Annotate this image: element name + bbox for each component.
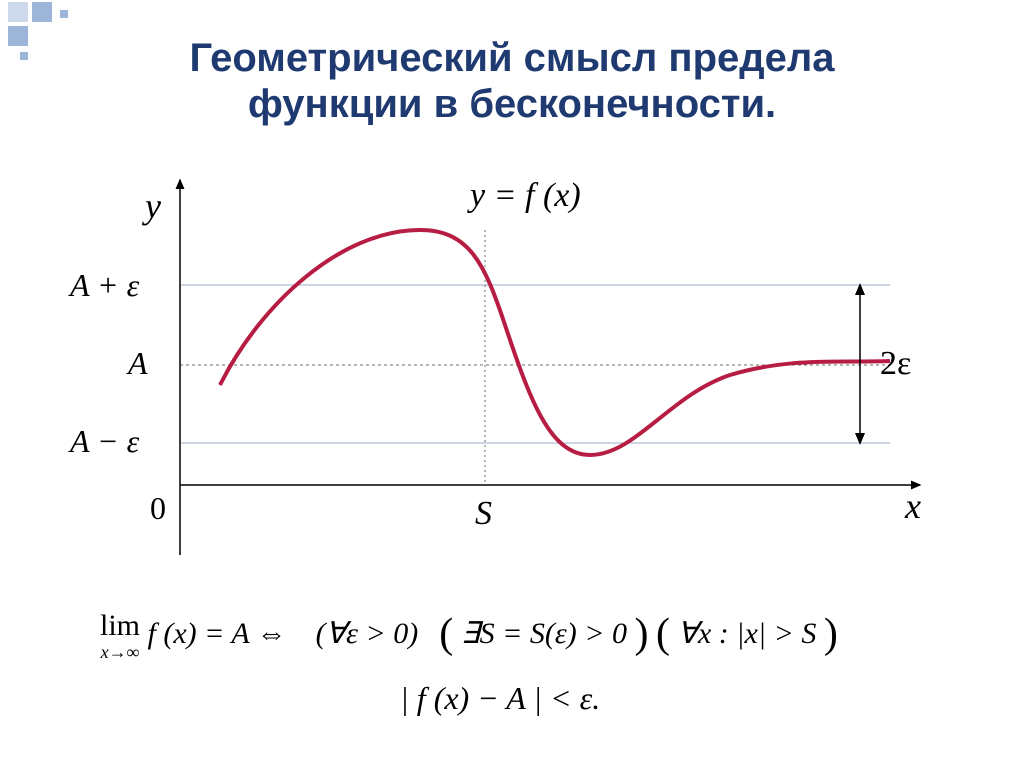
two-eps-label: 2ε: [880, 345, 911, 383]
lhs: f (x) = A ⇔: [148, 617, 287, 650]
title-line-1: Геометрический смысл предела: [189, 36, 834, 80]
lim-operator: lim x→∞: [100, 611, 140, 661]
slide-title: Геометрический смысл предела функции в б…: [0, 35, 1024, 127]
forall-x: ∀x : |x| > S: [677, 617, 816, 650]
big-paren-close-1: ): [634, 611, 648, 657]
chart-svg: [90, 175, 930, 575]
a-plus-eps-label: A + ε: [70, 267, 139, 304]
function-curve: [220, 230, 890, 455]
f-minus-a-lt-eps: | f (x) − A | < ε.: [400, 680, 600, 716]
a-minus-eps-label: A − ε: [70, 423, 139, 460]
x-axis-label: x: [905, 485, 921, 527]
limit-definition-line2: | f (x) − A | < ε.: [400, 680, 600, 717]
title-line-2: функции в бесконечности.: [248, 82, 776, 126]
big-paren-open-2: (: [656, 611, 670, 657]
limit-definition-line1: lim x→∞ f (x) = A ⇔ (∀ε > 0) ( ∃S = S(ε)…: [100, 610, 838, 661]
y-axis-label: y: [145, 185, 161, 227]
big-paren-open-1: (: [439, 611, 453, 657]
exists-s: ∃S = S(ε) > 0: [461, 617, 627, 650]
lim-word: lim: [100, 609, 140, 642]
lim-subscript: x→∞: [100, 643, 140, 661]
s-label: S: [475, 495, 492, 533]
a-label: A: [128, 345, 148, 382]
forall-eps: (∀ε > 0): [316, 617, 419, 650]
origin-label: 0: [150, 490, 166, 527]
function-label: y = f (x): [470, 177, 581, 215]
limit-diagram: y x 0 S A + ε A A − ε y = f (x) 2ε: [90, 175, 930, 575]
big-paren-close-2: ): [824, 611, 838, 657]
